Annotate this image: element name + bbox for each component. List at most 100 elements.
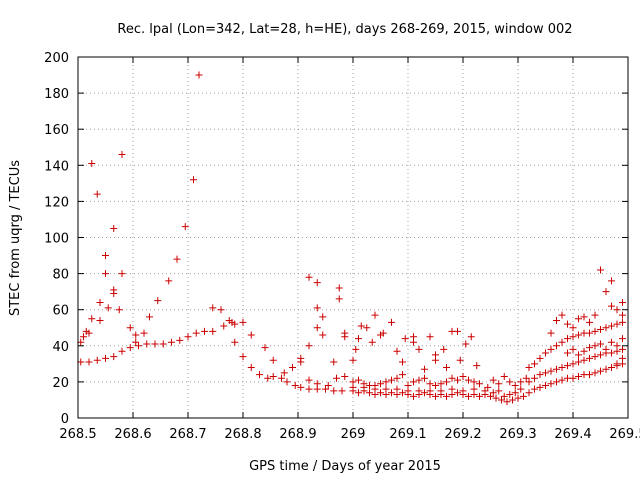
y-tick-label: 20 <box>52 376 69 391</box>
data-point <box>190 176 197 184</box>
data-point <box>489 376 497 384</box>
data-point <box>341 333 349 341</box>
x-tick-label: 269.1 <box>389 427 426 442</box>
data-point <box>382 378 390 386</box>
data-point <box>525 389 533 397</box>
data-point <box>586 354 593 362</box>
data-point <box>432 356 439 364</box>
y-tick-label: 160 <box>44 123 69 138</box>
data-point <box>85 358 93 366</box>
data-point <box>102 270 109 278</box>
x-tick-label: 269 <box>341 427 366 442</box>
data-point <box>165 277 173 285</box>
data-point <box>564 320 571 328</box>
data-point <box>151 340 159 348</box>
data-point <box>591 353 599 361</box>
data-point <box>355 376 362 384</box>
y-tick-label: 200 <box>44 51 69 66</box>
data-point <box>410 392 417 400</box>
data-point <box>608 363 615 371</box>
data-point <box>500 372 508 380</box>
data-point <box>514 394 522 402</box>
data-point <box>110 353 118 361</box>
data-point <box>536 354 544 362</box>
data-point <box>586 329 593 337</box>
y-tick-label: 140 <box>44 159 69 174</box>
data-point <box>558 311 566 319</box>
data-point <box>602 324 610 332</box>
data-point <box>586 371 593 379</box>
data-point <box>176 336 184 344</box>
data-point <box>575 358 582 366</box>
data-point <box>553 342 560 350</box>
data-point <box>159 340 167 348</box>
data-point <box>192 329 200 337</box>
data-point <box>102 252 109 260</box>
y-tick-label: 100 <box>44 232 69 247</box>
data-point <box>575 331 582 339</box>
data-point <box>553 365 560 373</box>
data-point <box>305 376 313 384</box>
data-point <box>247 363 255 371</box>
data-point <box>547 380 555 388</box>
data-point <box>432 392 439 400</box>
data-point <box>335 295 343 303</box>
data-point <box>511 389 519 397</box>
data-point <box>88 159 96 167</box>
data-point <box>547 345 555 353</box>
x-tick-label: 268.9 <box>279 427 316 442</box>
data-point <box>313 324 321 332</box>
data-point <box>379 329 387 337</box>
data-point <box>454 376 461 384</box>
data-point <box>481 387 489 395</box>
data-point <box>239 318 247 326</box>
data-point <box>597 340 604 348</box>
data-point <box>305 385 313 393</box>
data-point <box>619 345 626 353</box>
data-point <box>476 392 483 400</box>
data-point <box>470 385 478 393</box>
data-point <box>498 396 505 404</box>
data-point <box>437 387 445 395</box>
x-tick-label: 269.2 <box>444 427 481 442</box>
data-point <box>393 374 401 382</box>
data-point <box>487 392 494 400</box>
data-point <box>195 71 203 79</box>
data-point <box>517 378 525 386</box>
data-point <box>509 396 516 404</box>
data-point <box>371 311 379 319</box>
data-point <box>377 389 384 397</box>
data-point <box>443 392 450 400</box>
data-point <box>80 333 87 341</box>
data-point <box>613 360 621 368</box>
data-point <box>181 223 189 231</box>
data-point <box>432 382 439 390</box>
data-point <box>102 354 109 362</box>
data-point <box>399 389 406 397</box>
data-points <box>77 71 626 406</box>
data-point <box>569 333 577 341</box>
data-point <box>525 378 533 386</box>
data-point <box>355 335 362 343</box>
axis-ticks: 268.5 268.6 268.7 268.8 268.9 269 269.1 269.2 26… <box>44 51 640 442</box>
data-point <box>569 360 577 368</box>
data-point <box>575 351 582 359</box>
data-point <box>349 383 357 391</box>
data-point <box>393 347 401 355</box>
data-point <box>256 371 263 379</box>
data-point <box>421 365 428 373</box>
data-point <box>426 333 434 341</box>
data-point <box>341 372 349 380</box>
data-point <box>415 345 423 353</box>
data-point <box>495 387 503 395</box>
data-point <box>220 322 228 330</box>
data-point <box>448 374 456 382</box>
x-tick-label: 269.4 <box>554 427 591 442</box>
data-point <box>553 378 560 386</box>
data-point <box>388 389 395 397</box>
data-point <box>305 342 313 350</box>
data-point <box>542 349 549 357</box>
data-point <box>269 372 277 380</box>
x-tick-label: 268.7 <box>169 427 206 442</box>
data-point <box>126 344 134 352</box>
